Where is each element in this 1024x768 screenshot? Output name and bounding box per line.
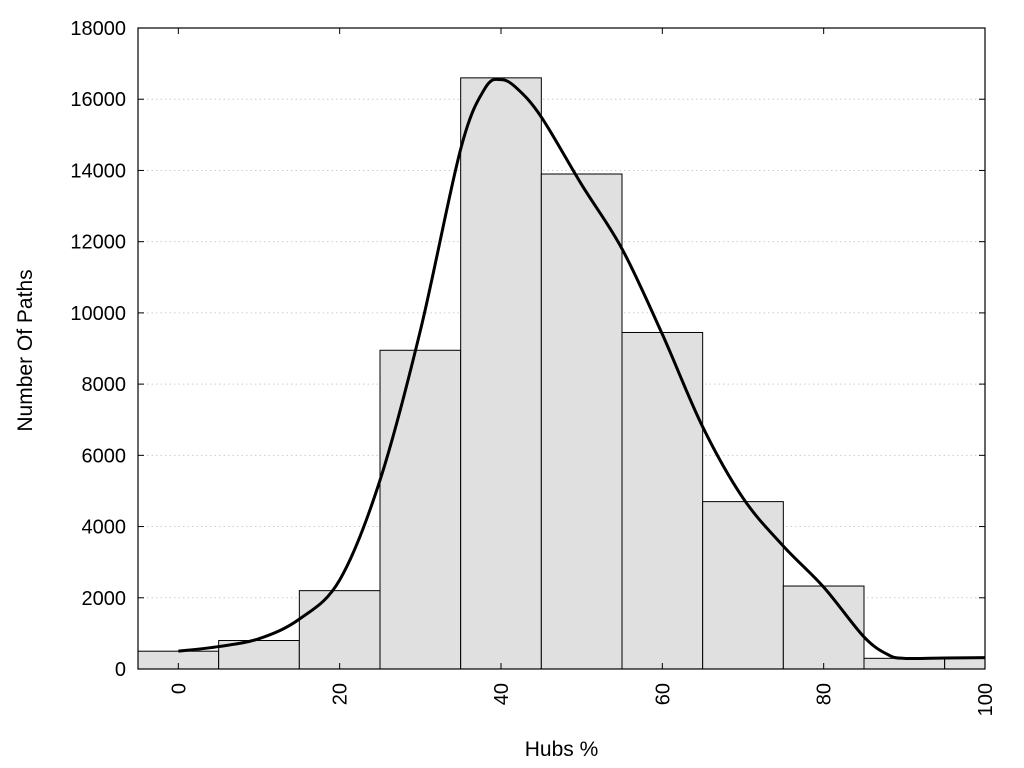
histogram-bar: [379, 349, 462, 670]
y-tick-label: 6000: [82, 445, 127, 467]
x-tick-label: 80: [814, 683, 836, 705]
y-tick-label: 4000: [82, 517, 127, 539]
y-tick-label: 18000: [70, 18, 126, 40]
plot-frame: [137, 27, 986, 670]
x-tick-label: 0: [168, 683, 190, 694]
x-axis-ticks: 0 20 40 60 80 100: [168, 28, 997, 716]
histogram-bar: [540, 173, 623, 670]
x-tick-label: 60: [652, 683, 674, 705]
y-tick-label: 8000: [82, 374, 127, 396]
histogram-bar: [944, 657, 986, 670]
y-tick-label: 10000: [70, 303, 126, 325]
x-tick-label: 100: [975, 683, 997, 716]
histogram-bar: [298, 590, 381, 670]
histogram-bar: [460, 77, 542, 670]
y-tick-label: 0: [115, 659, 126, 681]
histogram-bar: [863, 657, 946, 670]
density-curve-line: [178, 77, 986, 661]
histogram-bar: [621, 331, 704, 670]
histogram-bar: [782, 585, 865, 670]
y-tick-label: 12000: [70, 232, 126, 254]
y-axis-label: Number Of Paths: [14, 269, 37, 431]
histogram-bar: [702, 501, 784, 670]
x-axis-label: Hubs %: [525, 738, 599, 761]
bars: [137, 77, 986, 670]
x-tick-label: 20: [330, 683, 352, 705]
y-tick-label: 14000: [70, 160, 126, 182]
y-tick-label: 2000: [82, 588, 127, 610]
density-curve: [178, 77, 986, 661]
x-tick-label: 40: [491, 683, 513, 705]
y-axis-ticks: 0 2000 4000 6000 8000 10000 12000 14000 16000 180…: [70, 18, 985, 681]
y-tick-label: 16000: [70, 89, 126, 111]
